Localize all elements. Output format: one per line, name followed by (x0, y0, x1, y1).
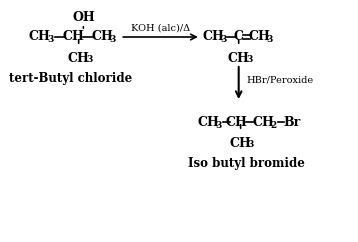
Text: CH: CH (198, 115, 219, 129)
Text: KOH (alc)/Δ: KOH (alc)/Δ (131, 24, 190, 33)
Text: HBr/Peroxide: HBr/Peroxide (246, 76, 313, 84)
Text: tert-Butyl chloride: tert-Butyl chloride (9, 72, 133, 85)
Text: Br: Br (283, 115, 300, 129)
Text: 3: 3 (246, 55, 252, 64)
Text: 3: 3 (248, 140, 254, 149)
Text: 3: 3 (47, 36, 53, 45)
Text: 3: 3 (220, 36, 227, 45)
Text: Iso butyl bromide: Iso butyl bromide (188, 157, 305, 170)
Text: CH: CH (29, 30, 51, 44)
Text: C: C (234, 30, 244, 44)
Text: 2: 2 (271, 121, 277, 129)
Text: OH: OH (72, 11, 95, 24)
Text: CH: CH (228, 52, 250, 65)
Text: CH: CH (68, 52, 90, 65)
Text: CH: CH (248, 30, 270, 44)
Text: CH: CH (91, 30, 113, 44)
Text: 3: 3 (86, 55, 92, 64)
Text: CH: CH (252, 115, 274, 129)
Text: 3: 3 (267, 36, 273, 45)
Text: CH: CH (226, 115, 248, 129)
Text: CH: CH (202, 30, 224, 44)
Text: 3: 3 (216, 121, 222, 129)
Text: CH: CH (229, 137, 252, 150)
Text: 3: 3 (110, 36, 116, 45)
Text: CH: CH (63, 30, 85, 44)
